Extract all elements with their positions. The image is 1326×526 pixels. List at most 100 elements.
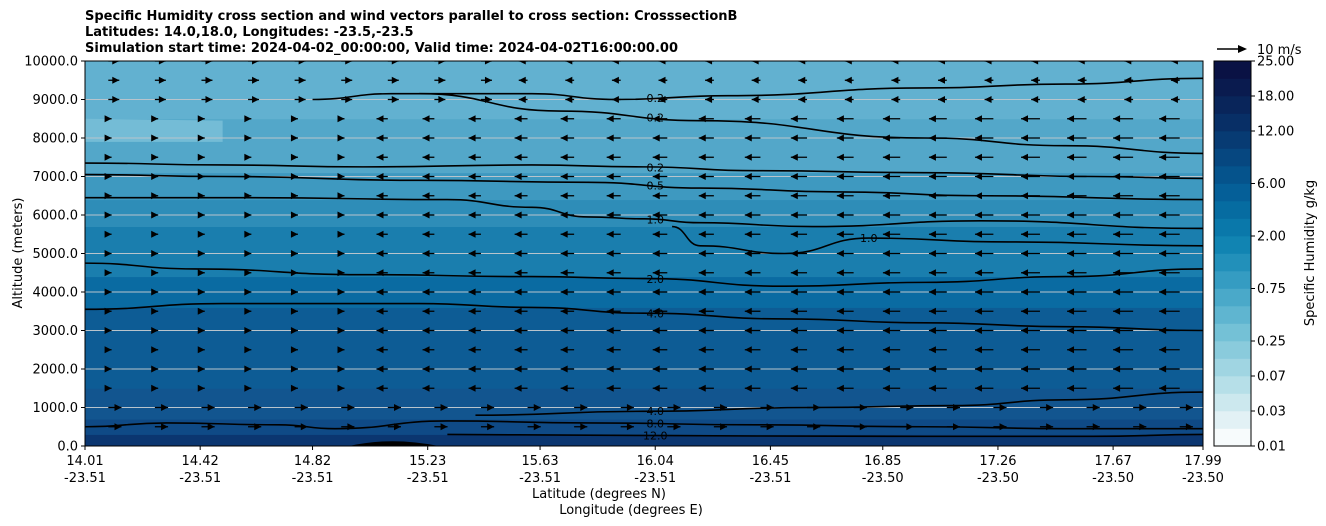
wind-arrow-head: [744, 134, 752, 142]
wind-arrow-head: [197, 230, 205, 238]
wind-arrow-head: [104, 211, 112, 219]
wind-arrow-head: [337, 346, 345, 354]
wind-arrow-head: [974, 365, 982, 373]
wind-arrow-head: [468, 134, 476, 142]
wind-arrow-head: [1067, 250, 1075, 257]
wind-arrow-head: [337, 230, 345, 238]
wind-arrow-head: [606, 153, 614, 161]
wind-arrow-head: [984, 96, 992, 103]
wind-arrow-head: [836, 288, 844, 296]
wind-arrow-head: [984, 61, 992, 65]
wind-arrow-head: [514, 384, 522, 392]
wind-arrow-head: [337, 192, 345, 200]
wind-arrow-head: [652, 230, 660, 238]
x-tick-label-lat: 16.04: [637, 454, 674, 469]
wind-arrow-head: [197, 288, 205, 296]
colorbar-segment: [1214, 201, 1251, 219]
wind-arrow-head: [1159, 211, 1167, 219]
wind-arrow-head: [744, 230, 752, 238]
wind-arrow-head: [626, 423, 634, 431]
contour-line: [475, 391, 1203, 416]
wind-arrow-head: [974, 288, 982, 296]
colorbar-segment: [1214, 183, 1251, 202]
wind-arrow-head: [882, 230, 890, 238]
wind-arrow-head: [698, 211, 706, 219]
wind-arrow-head: [158, 61, 166, 65]
wind-arrow-head: [836, 250, 844, 257]
wind-arrow-head: [836, 192, 844, 200]
colorbar-tick-label: 12.00: [1257, 125, 1294, 140]
wind-arrow-head: [422, 346, 430, 354]
wind-arrow-head: [1021, 365, 1029, 373]
wind-arrow-head: [298, 61, 306, 65]
wind-arrow-head: [104, 134, 112, 142]
wind-arrow-head: [244, 327, 252, 334]
wind-arrow-head: [345, 76, 353, 84]
wind-arrow-head: [151, 365, 159, 373]
wind-arrow-head: [207, 423, 215, 431]
wind-arrow-head: [652, 250, 660, 257]
wind-arrow-head: [560, 346, 568, 354]
x-tick-label-lat: 14.42: [182, 454, 219, 469]
wind-arrow-head: [376, 307, 384, 315]
wind-arrow-head: [337, 211, 345, 219]
wind-arrow-head: [580, 404, 588, 411]
contour-line: [85, 173, 1203, 201]
wind-arrow-head: [290, 365, 298, 373]
x-tick-label-lon: -23.51: [407, 471, 449, 486]
wind-arrow-head: [652, 153, 660, 161]
wind-arrow-head: [468, 307, 476, 315]
wind-arrow-head: [197, 327, 205, 334]
wind-arrow-head: [611, 61, 619, 65]
wind-arrow-head: [1046, 404, 1054, 411]
wind-arrow-head: [974, 230, 982, 238]
wind-arrow-head: [197, 365, 205, 373]
wind-arrow-head: [484, 76, 492, 84]
wind-arrow-head: [937, 76, 945, 84]
wind-arrow-head: [1067, 134, 1075, 142]
colorbar-label: Specific Humidity g/kg: [1303, 180, 1318, 326]
wind-arrow-head: [560, 134, 568, 142]
wind-arrow-head: [337, 384, 345, 392]
contour-line: [85, 162, 1203, 180]
colorbar: 0.01 0.03 0.07 0.25 0.75 2.00 6.00 12.00 18.00 25…: [1213, 55, 1294, 455]
wind-arrow-head: [974, 307, 982, 315]
wind-arrow-head: [974, 153, 982, 161]
colorbar-segment: [1214, 323, 1251, 342]
wind-arrow-head: [376, 153, 384, 161]
wind-arrow-head: [705, 96, 713, 103]
wind-arrow-head: [468, 384, 476, 392]
wind-arrow-head: [290, 346, 298, 354]
wind-arrow-head: [974, 384, 982, 392]
wind-arrow-head: [652, 192, 660, 200]
wind-arrow-head: [1159, 153, 1167, 161]
wind-arrow-head: [882, 211, 890, 219]
wind-arrow-head: [151, 269, 159, 277]
colorbar-segment: [1214, 341, 1251, 359]
colorbar-segment: [1214, 288, 1251, 307]
wind-arrow-head: [104, 269, 112, 277]
wind-arrow-head: [882, 173, 890, 180]
contour-label: 1.0: [860, 232, 878, 245]
wind-arrow-head: [836, 173, 844, 180]
y-tick-label: 2000.0: [33, 363, 79, 378]
wind-arrow-head: [290, 327, 298, 334]
wind-arrow-head: [1185, 404, 1193, 411]
wind-arrow-head: [891, 76, 899, 84]
wind-arrow-head: [290, 230, 298, 238]
wind-arrow-head: [1021, 230, 1029, 238]
wind-arrow-head: [518, 61, 526, 65]
colorbar-segment: [1214, 306, 1251, 324]
wind-arrow-head: [560, 384, 568, 392]
x-tick-label-lat: 15.23: [409, 454, 446, 469]
wind-arrow-head: [744, 384, 752, 392]
wind-arrow-head: [790, 192, 798, 200]
contour-label: 0.2: [646, 112, 664, 125]
wind-arrow-head: [606, 134, 614, 142]
wind-arrow-head: [376, 173, 384, 180]
wind-arrow-head: [290, 211, 298, 219]
contour-label: 0.2: [646, 92, 664, 105]
wind-arrow-head: [836, 230, 844, 238]
quiver-key-label: 10 m/s: [1257, 43, 1302, 58]
